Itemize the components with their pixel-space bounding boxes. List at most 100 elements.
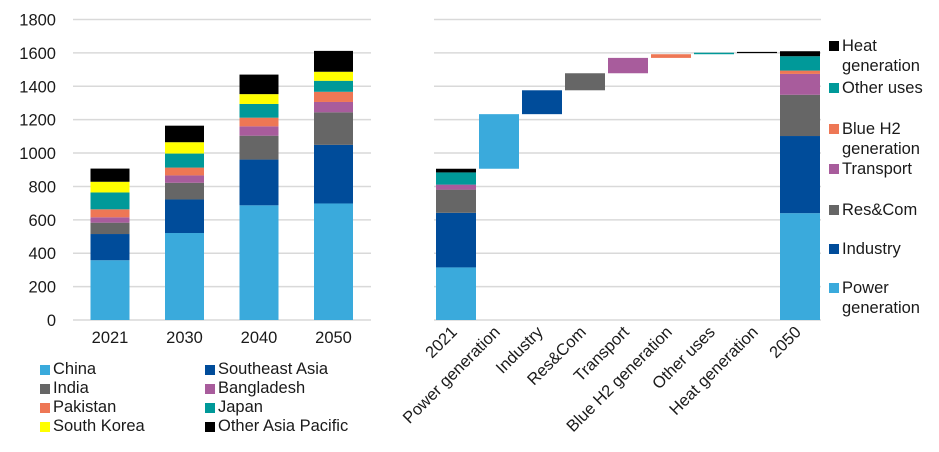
legend-label: Pakistan [53, 398, 117, 416]
y-tick-label: 400 [28, 245, 56, 263]
bar-2021-transport [436, 184, 476, 190]
legend-swatch [829, 205, 839, 215]
y-tick-label: 200 [28, 279, 56, 297]
bar-2021-china [90, 260, 130, 320]
legend-right-item-blue-h2-generation: Blue H2 generation [829, 119, 939, 159]
bar-2050-japan [314, 80, 353, 92]
left-chart-x-axis: 2021 2030 2040 2050 [92, 329, 352, 347]
left-chart-y-axis: 0 200 400 600 800 1000 1200 1400 1600 1800 [19, 12, 56, 331]
bar-2021-india [90, 222, 130, 235]
legend-swatch [829, 283, 839, 293]
legend-left-item-south-korea: South Korea [40, 417, 205, 436]
bar-2030-other-asia-pacific [165, 125, 204, 143]
legend-right-item-power-generation: Power generation [829, 278, 939, 318]
left-chart-bars [90, 50, 353, 320]
y-tick-label: 0 [47, 312, 56, 330]
bar-2021-pakistan [90, 209, 130, 218]
y-tick-label: 1200 [19, 112, 56, 130]
legend-label: Power generation [842, 279, 920, 317]
legend-right-item-transport: Transport [829, 159, 939, 179]
legend-left-item-japan: Japan [205, 398, 385, 417]
y-tick-label: 800 [28, 178, 56, 196]
bar-2050-china [314, 203, 353, 320]
legend-label: Other Asia Pacific [218, 417, 349, 435]
bar-2030-pakistan [165, 167, 204, 176]
x-tick-label: 2050 [766, 323, 805, 362]
legend-label: Industry [842, 240, 901, 258]
waterfall-step-industry [522, 90, 562, 115]
waterfall-step-res-com [565, 73, 605, 91]
bar-2050-power-generation [780, 213, 820, 320]
x-tick-label: 2050 [315, 329, 352, 347]
bar-2021-bangladesh [90, 217, 130, 223]
bar-2050-pakistan [314, 91, 353, 102]
legend-label: Blue H2 generation [842, 120, 920, 158]
legend-label: South Korea [53, 417, 145, 435]
y-tick-label: 1000 [19, 145, 56, 163]
bar-2030-bangladesh [165, 175, 204, 183]
bar-2040-bangladesh [239, 126, 279, 136]
bar-2050-other-uses [780, 56, 820, 71]
bar-2040-southeast-asia [239, 159, 279, 206]
legend-swatch [829, 41, 839, 51]
bar-2021-other-uses [436, 172, 476, 185]
legend-swatch [205, 403, 215, 413]
legend-label: Heat generation [842, 37, 920, 75]
x-tick-label: 2030 [166, 329, 203, 347]
bar-2050-india [314, 112, 353, 145]
bar-2040-japan [239, 103, 279, 118]
bar-2040-pakistan [239, 117, 279, 127]
legend-label: Japan [218, 398, 263, 416]
legend-left-item-india: India [40, 379, 205, 398]
bar-2050-south-korea [314, 71, 353, 81]
bar-2040-india [239, 135, 279, 160]
bar-2030-south-korea [165, 142, 204, 154]
bar-2050-blue-h2-generation [780, 70, 820, 74]
bar-2050-other-asia-pacific [314, 50, 353, 72]
x-tick-label: 2021 [422, 323, 461, 362]
y-tick-label: 1400 [19, 78, 56, 96]
left-chart-legend: China Southeast Asia India Bangladesh Pakist… [40, 360, 385, 436]
legend-right-item-res-com: Res&Com [829, 200, 939, 220]
bar-2040-south-korea [239, 94, 279, 104]
waterfall-step-transport [608, 57, 648, 74]
legend-label: Other uses [842, 79, 923, 97]
bar-2021-other-asia-pacific [90, 168, 130, 182]
bar-2021-south-korea [90, 181, 130, 193]
legend-label: Transport [842, 160, 912, 178]
waterfall-step-other-uses [694, 52, 734, 55]
bar-2050-res-com [780, 94, 820, 137]
legend-label: Res&Com [842, 201, 918, 219]
legend-swatch [40, 403, 50, 413]
bar-2050-transport [780, 73, 820, 95]
legend-left-item-china: China [40, 360, 205, 379]
bar-2030-southeast-asia [165, 199, 204, 234]
bar-2021-res-com [436, 189, 476, 213]
bar-2021-power-generation [436, 267, 476, 320]
legend-swatch [205, 365, 215, 375]
legend-right-item-heat-generation: Heat generation [829, 36, 939, 76]
y-tick-label: 600 [28, 212, 56, 230]
legend-left-item-southeast-asia: Southeast Asia [205, 360, 385, 379]
bar-2050-southeast-asia [314, 144, 353, 204]
legend-swatch [40, 422, 50, 432]
legend-swatch [829, 83, 839, 93]
bar-2050-industry [780, 136, 820, 214]
waterfall-step-power-generation [479, 114, 519, 169]
legend-right-item-industry: Industry [829, 239, 939, 259]
bar-2030-china [165, 233, 204, 320]
legend-label: India [53, 379, 89, 397]
legend-swatch [205, 384, 215, 394]
legend-left-item-other-asia-pacific: Other Asia Pacific [205, 417, 385, 436]
waterfall-step-blue-h2-generation [651, 54, 691, 58]
legend-label: China [53, 360, 97, 378]
waterfall-step-heat-generation [737, 51, 777, 54]
x-tick-label: 2040 [241, 329, 278, 347]
y-tick-label: 1800 [19, 12, 56, 30]
legend-left-item-pakistan: Pakistan [40, 398, 205, 417]
legend-swatch [40, 384, 50, 394]
legend-label: Bangladesh [218, 379, 306, 397]
legend-right-item-other-uses: Other uses [829, 78, 939, 98]
